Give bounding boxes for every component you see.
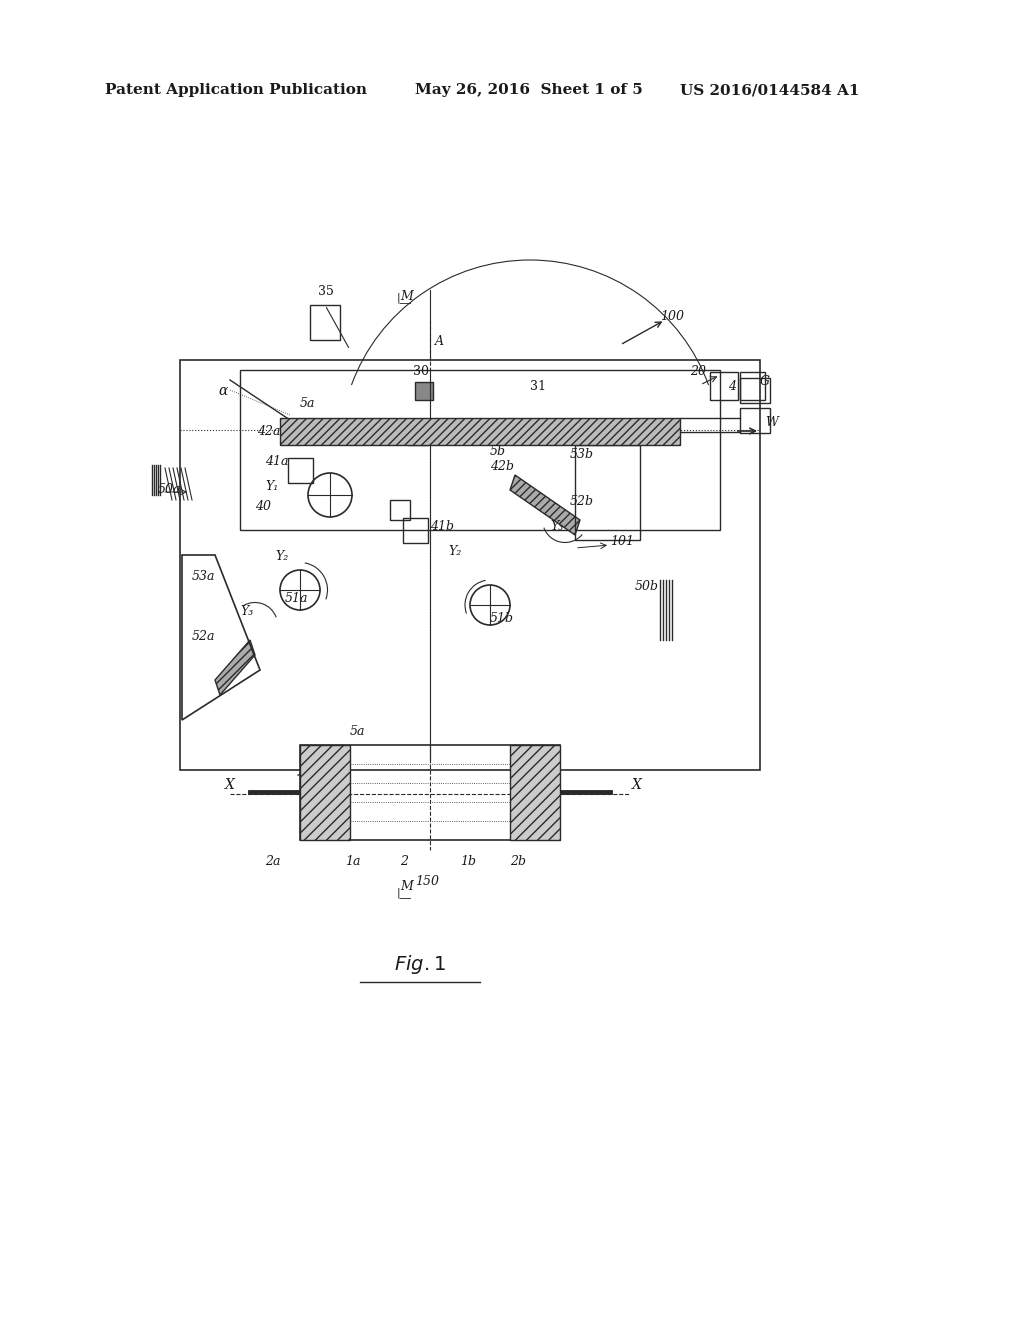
Text: 50b: 50b	[635, 579, 659, 593]
Bar	[710, 372, 738, 400]
Text: Y₃: Y₃	[240, 605, 253, 618]
Text: M: M	[400, 290, 413, 304]
Text: Y₂: Y₂	[275, 550, 288, 564]
Bar	[240, 370, 720, 531]
Bar	[403, 517, 428, 543]
Polygon shape	[510, 475, 580, 535]
Text: 2a: 2a	[265, 855, 281, 869]
Text: X: X	[225, 777, 234, 792]
Text: $\it{Fig. 1}$: $\it{Fig. 1}$	[394, 953, 445, 975]
Text: |__: |__	[397, 887, 412, 898]
Text: 30: 30	[413, 366, 429, 378]
Text: 100: 100	[660, 310, 684, 323]
Text: W: W	[765, 416, 778, 429]
Text: 52b: 52b	[570, 495, 594, 508]
Bar	[310, 305, 340, 341]
Text: 2b: 2b	[510, 855, 526, 869]
Text: G: G	[760, 375, 770, 388]
Text: 4: 4	[728, 380, 736, 393]
Text: 5a: 5a	[300, 397, 315, 411]
Text: 150: 150	[415, 875, 439, 888]
Bar	[740, 408, 770, 433]
Text: 20: 20	[690, 366, 706, 378]
Text: α: α	[218, 384, 227, 399]
Text: M: M	[400, 880, 413, 894]
Bar	[415, 381, 433, 400]
Text: Y₁: Y₁	[265, 480, 279, 492]
Text: 41b: 41b	[430, 520, 454, 533]
Text: 31: 31	[530, 380, 546, 393]
Bar	[740, 378, 770, 403]
Bar	[180, 360, 760, 770]
Text: 53a: 53a	[193, 570, 215, 583]
Text: 5a: 5a	[350, 725, 366, 738]
Text: X: X	[632, 777, 642, 792]
Text: 1b: 1b	[460, 855, 476, 869]
Text: 51a: 51a	[285, 591, 308, 605]
Bar	[390, 500, 410, 520]
Polygon shape	[215, 640, 255, 696]
Bar	[740, 372, 765, 400]
Text: 51b: 51b	[490, 612, 514, 624]
Text: 1a: 1a	[345, 855, 360, 869]
Text: May 26, 2016  Sheet 1 of 5: May 26, 2016 Sheet 1 of 5	[415, 83, 643, 96]
Text: Patent Application Publication: Patent Application Publication	[105, 83, 367, 96]
Bar	[280, 418, 680, 445]
Text: |__: |__	[397, 292, 412, 302]
Text: A: A	[435, 335, 444, 348]
Bar	[300, 744, 560, 840]
Text: Y₃: Y₃	[550, 520, 563, 533]
Text: 42b: 42b	[490, 459, 514, 473]
Text: 52a: 52a	[193, 630, 215, 643]
Bar	[510, 744, 560, 840]
Bar	[408, 425, 428, 445]
Text: 5b: 5b	[520, 814, 536, 828]
Text: 5b: 5b	[490, 445, 506, 458]
Text: 53b: 53b	[570, 447, 594, 461]
Text: 101: 101	[610, 535, 634, 548]
Bar	[300, 744, 350, 840]
Text: US 2016/0144584 A1: US 2016/0144584 A1	[680, 83, 859, 96]
Text: Y₂: Y₂	[449, 545, 461, 558]
Text: 41a: 41a	[265, 455, 289, 469]
Text: 50a: 50a	[158, 483, 181, 496]
Text: 2: 2	[400, 855, 408, 869]
Text: 35: 35	[318, 285, 334, 298]
Bar	[288, 458, 313, 483]
Text: 42a: 42a	[257, 425, 281, 438]
Text: 40: 40	[255, 500, 271, 513]
